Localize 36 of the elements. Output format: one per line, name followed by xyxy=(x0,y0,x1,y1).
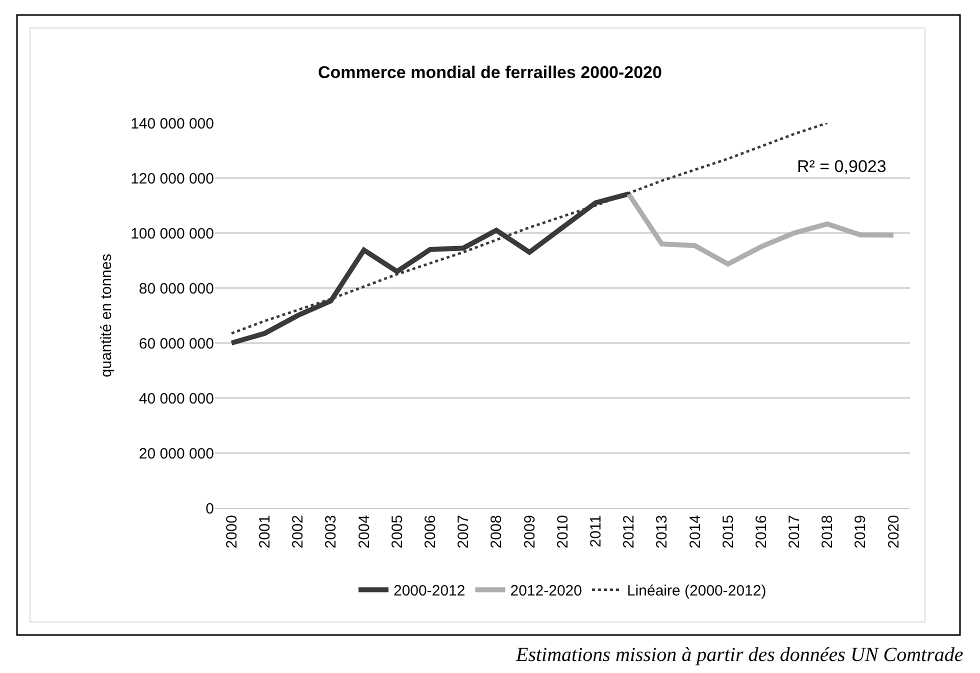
x-tick-label: 2015 xyxy=(720,515,737,548)
x-tick-label: 2007 xyxy=(455,515,472,548)
x-tick-label: 2006 xyxy=(422,515,439,548)
x-tick-label: 2016 xyxy=(752,515,770,548)
y-tick-label: 0 xyxy=(206,500,214,518)
chart-title: Commerce mondial de ferrailles 2000-2020 xyxy=(318,62,662,82)
x-tick-label: 2009 xyxy=(521,515,538,548)
y-tick-label: 140 000 000 xyxy=(130,115,214,132)
y-tick-label: 100 000 000 xyxy=(130,225,214,242)
legend-label: 2012-2020 xyxy=(510,582,582,600)
x-tick-label: 2001 xyxy=(256,515,274,548)
y-tick-label: 120 000 000 xyxy=(130,170,214,188)
y-tick-label: 20 000 000 xyxy=(138,445,214,462)
legend-label: 2000-2012 xyxy=(394,582,466,600)
y-tick-label: 40 000 000 xyxy=(138,390,214,408)
y-axis-title: quantité en tonnes xyxy=(98,254,115,378)
annotation: R² = 0,9023 xyxy=(797,157,886,176)
x-tick-label: 2008 xyxy=(488,515,506,548)
x-tick-label: 2005 xyxy=(388,515,406,548)
legend-label: Linéaire (2000-2012) xyxy=(626,582,766,600)
x-tick-label: 2004 xyxy=(356,515,373,548)
text: Estimations mission à partir des données UN Comtrade xyxy=(515,644,964,666)
x-tick-label: 2013 xyxy=(654,515,671,548)
x-tick-label: 2020 xyxy=(885,515,902,548)
y-tick-label: 60 000 000 xyxy=(138,335,214,352)
x-tick-label: 2017 xyxy=(786,515,804,548)
y-tick-label: 80 000 000 xyxy=(138,280,214,298)
x-tick-label: 2000 xyxy=(223,515,240,548)
x-tick-label: 2018 xyxy=(819,515,836,548)
x-tick-label: 2011 xyxy=(587,515,604,548)
x-tick-label: 2014 xyxy=(686,515,704,548)
x-tick-label: 2019 xyxy=(852,515,870,548)
x-tick-label: 2003 xyxy=(322,515,340,548)
x-tick-label: 2002 xyxy=(290,515,307,548)
x-tick-label: 2010 xyxy=(554,515,572,548)
x-tick-label: 2012 xyxy=(620,515,638,548)
